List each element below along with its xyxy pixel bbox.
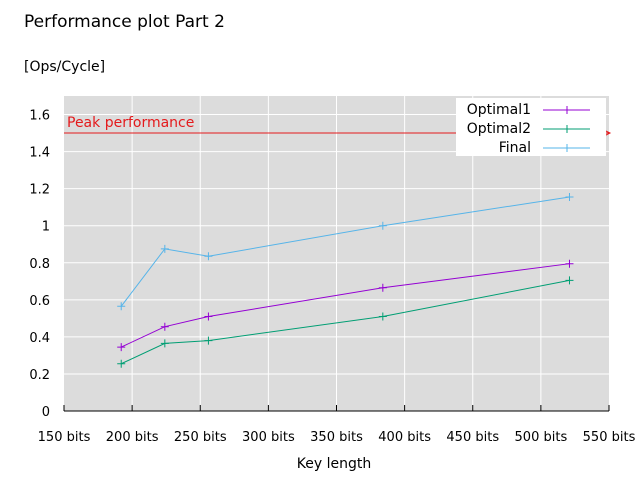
x-tick-label: 550 bits	[583, 430, 636, 445]
y-tick-label: 1.6	[29, 109, 50, 124]
chart-title: Performance plot Part 2	[24, 12, 225, 32]
data-point-optimal1	[117, 343, 126, 352]
y-tick-label: 0	[42, 405, 50, 420]
legend: Optimal1 Optimal2 Final	[456, 98, 606, 156]
data-point-optimal2	[117, 359, 126, 368]
legend-marker-optimal2	[563, 125, 571, 133]
data-point-optimal2	[160, 339, 169, 348]
y-tick-label: 0.8	[29, 257, 50, 272]
data-point-final	[204, 252, 213, 261]
peak-performance-label: Peak performance	[67, 115, 194, 131]
y-axis-label: [Ops/Cycle]	[24, 59, 105, 75]
data-point-optimal1	[378, 283, 387, 292]
data-point-optimal1	[160, 322, 169, 331]
legend-marker-optimal1	[563, 106, 571, 114]
data-point-optimal2	[204, 336, 213, 345]
data-point-final	[160, 244, 169, 253]
x-axis-label: Key length	[297, 456, 371, 472]
data-point-optimal1	[204, 312, 213, 321]
legend-label-optimal2: Optimal2	[467, 121, 531, 137]
data-point-optimal2	[565, 276, 574, 285]
data-point-optimal1	[565, 259, 574, 268]
x-axis-ticks: 150 bits 200 bits 250 bits 300 bits 350 bits…	[38, 405, 636, 445]
legend-label-optimal1: Optimal1	[467, 102, 531, 118]
y-tick-label: 1.4	[29, 146, 50, 161]
legend-label-final: Final	[499, 140, 531, 156]
x-tick-label: 150 bits	[38, 430, 91, 445]
legend-box	[456, 98, 606, 156]
data-point-final	[565, 192, 574, 201]
y-tick-label: 0.4	[29, 331, 50, 346]
x-tick-label: 300 bits	[242, 430, 295, 445]
grid	[64, 96, 609, 411]
series-group	[117, 192, 574, 368]
x-tick-label: 500 bits	[515, 430, 568, 445]
data-point-optimal2	[378, 312, 387, 321]
x-tick-label: 200 bits	[106, 430, 159, 445]
y-axis-ticks: 0 0.2 0.4 0.6 0.8 1 1.2 1.4 1.6	[29, 109, 50, 420]
y-tick-label: 1.2	[29, 183, 50, 198]
data-point-final	[117, 302, 126, 311]
x-tick-label: 350 bits	[310, 430, 363, 445]
y-tick-label: 1	[42, 220, 50, 235]
data-point-final	[378, 221, 387, 230]
x-tick-label: 400 bits	[378, 430, 431, 445]
legend-marker-final	[563, 144, 571, 152]
y-tick-label: 0.6	[29, 294, 50, 309]
y-tick-label: 0.2	[29, 368, 50, 383]
x-tick-label: 250 bits	[174, 430, 227, 445]
x-tick-label: 450 bits	[446, 430, 499, 445]
